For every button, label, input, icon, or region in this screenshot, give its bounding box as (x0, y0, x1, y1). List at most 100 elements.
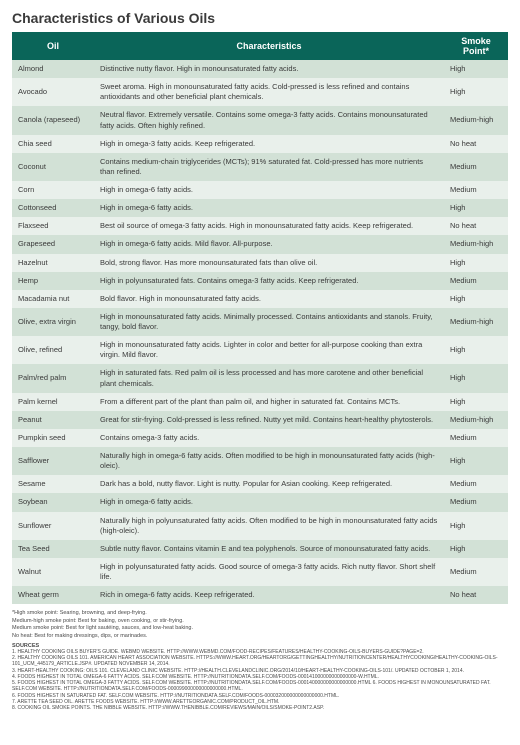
cell-char: Bold flavor. High in monounsaturated fat… (94, 290, 444, 308)
cell-char: Sweet aroma. High in monounsaturated fat… (94, 78, 444, 106)
cell-smoke: High (444, 512, 508, 540)
table-row: AlmondDistinctive nutty flavor. High in … (12, 60, 508, 78)
col-char: Characteristics (94, 32, 444, 60)
cell-char: Dark has a bold, nutty flavor. Light is … (94, 475, 444, 493)
note-line: *High smoke point: Searing, browning, an… (12, 610, 508, 617)
cell-oil: Flaxseed (12, 217, 94, 235)
source-line: 2. HEALTHY COOKING OILS 101. AMERICAN HE… (12, 655, 508, 668)
cell-smoke: Medium (444, 493, 508, 511)
cell-smoke: Medium (444, 475, 508, 493)
cell-oil: Walnut (12, 558, 94, 586)
cell-oil: Coconut (12, 153, 94, 181)
cell-smoke: Medium-high (444, 235, 508, 253)
cell-char: From a different part of the plant than … (94, 393, 444, 411)
cell-char: Naturally high in omega-6 fatty acids. O… (94, 447, 444, 475)
cell-oil: Sunflower (12, 512, 94, 540)
cell-smoke: No heat (444, 217, 508, 235)
table-row: Wheat germRich in omega-6 fatty acids. K… (12, 586, 508, 604)
cell-char: Great for stir-frying. Cold-pressed is l… (94, 411, 444, 429)
note-line: Medium-high smoke point: Best for baking… (12, 618, 508, 625)
table-row: Chia seedHigh in omega-3 fatty acids. Ke… (12, 135, 508, 153)
cell-char: Bold, strong flavor. Has more monounsatu… (94, 254, 444, 272)
table-row: SunflowerNaturally high in polyunsaturat… (12, 512, 508, 540)
cell-char: Contains medium-chain triglycerides (MCT… (94, 153, 444, 181)
cell-smoke: High (444, 364, 508, 392)
source-line: 5. FOODS HIGHEST IN TOTAL OMEGA-3 FATTY … (12, 680, 508, 693)
cell-oil: Palm/red palm (12, 364, 94, 392)
cell-smoke: Medium (444, 429, 508, 447)
cell-oil: Corn (12, 181, 94, 199)
table-row: Olive, refinedHigh in monounsaturated fa… (12, 336, 508, 364)
note-line: Medium smoke point: Best for light sauté… (12, 625, 508, 632)
cell-char: High in saturated fats. Red palm oil is … (94, 364, 444, 392)
cell-smoke: Medium-high (444, 411, 508, 429)
table-row: SesameDark has a bold, nutty flavor. Lig… (12, 475, 508, 493)
page-title: Characteristics of Various Oils (12, 10, 508, 26)
cell-smoke: No heat (444, 586, 508, 604)
table-row: Olive, extra virginHigh in monounsaturat… (12, 308, 508, 336)
sources-list: 1. HEALTHY COOKING OILS BUYER'S GUIDE. W… (12, 649, 508, 712)
cell-oil: Hazelnut (12, 254, 94, 272)
cell-oil: Grapeseed (12, 235, 94, 253)
cell-smoke: High (444, 199, 508, 217)
cell-oil: Hemp (12, 272, 94, 290)
cell-char: High in polyunsaturated fatty acids. Goo… (94, 558, 444, 586)
table-row: Tea SeedSubtle nutty flavor. Contains vi… (12, 540, 508, 558)
cell-char: High in monounsaturated fatty acids. Min… (94, 308, 444, 336)
table-row: SoybeanHigh in omega-6 fatty acids.Mediu… (12, 493, 508, 511)
cell-smoke: High (444, 393, 508, 411)
cell-oil: Wheat germ (12, 586, 94, 604)
cell-oil: Cottonseed (12, 199, 94, 217)
cell-oil: Sesame (12, 475, 94, 493)
cell-smoke: Medium-high (444, 308, 508, 336)
table-row: CoconutContains medium-chain triglycerid… (12, 153, 508, 181)
cell-smoke: No heat (444, 135, 508, 153)
cell-smoke: Medium (444, 558, 508, 586)
table-row: SafflowerNaturally high in omega-6 fatty… (12, 447, 508, 475)
cell-char: Neutral flavor. Extremely versatile. Con… (94, 106, 444, 134)
cell-oil: Olive, refined (12, 336, 94, 364)
cell-oil: Olive, extra virgin (12, 308, 94, 336)
cell-oil: Safflower (12, 447, 94, 475)
source-line: 8. COOKING OIL SMOKE POINTS. THE NIBBLE … (12, 705, 508, 711)
table-row: HazelnutBold, strong flavor. Has more mo… (12, 254, 508, 272)
cell-smoke: Medium (444, 153, 508, 181)
smoke-point-notes: *High smoke point: Searing, browning, an… (12, 610, 508, 640)
cell-smoke: High (444, 540, 508, 558)
cell-oil: Palm kernel (12, 393, 94, 411)
cell-char: High in monounsaturated fatty acids. Lig… (94, 336, 444, 364)
cell-char: Subtle nutty flavor. Contains vitamin E … (94, 540, 444, 558)
note-line: No heat: Best for making dressings, dips… (12, 633, 508, 640)
cell-smoke: High (444, 254, 508, 272)
cell-char: Contains omega-3 fatty acids. (94, 429, 444, 447)
cell-char: High in omega-6 fatty acids. Mild flavor… (94, 235, 444, 253)
cell-oil: Tea Seed (12, 540, 94, 558)
table-row: FlaxseedBest oil source of omega-3 fatty… (12, 217, 508, 235)
header-row: Oil Characteristics Smoke Point* (12, 32, 508, 60)
table-row: CottonseedHigh in omega-6 fatty acids.Hi… (12, 199, 508, 217)
col-oil: Oil (12, 32, 94, 60)
cell-smoke: High (444, 447, 508, 475)
table-row: PeanutGreat for stir-frying. Cold-presse… (12, 411, 508, 429)
cell-char: High in polyunsaturated fats. Contains o… (94, 272, 444, 290)
cell-smoke: High (444, 78, 508, 106)
cell-oil: Almond (12, 60, 94, 78)
cell-oil: Canola (rapeseed) (12, 106, 94, 134)
cell-char: Best oil source of omega-3 fatty acids. … (94, 217, 444, 235)
cell-oil: Pumpkin seed (12, 429, 94, 447)
cell-char: High in omega-3 fatty acids. Keep refrig… (94, 135, 444, 153)
table-row: AvocadoSweet aroma. High in monounsatura… (12, 78, 508, 106)
cell-oil: Chia seed (12, 135, 94, 153)
table-row: Pumpkin seedContains omega-3 fatty acids… (12, 429, 508, 447)
cell-smoke: High (444, 290, 508, 308)
cell-char: High in omega-6 fatty acids. (94, 181, 444, 199)
cell-smoke: High (444, 336, 508, 364)
col-smoke: Smoke Point* (444, 32, 508, 60)
table-row: HempHigh in polyunsaturated fats. Contai… (12, 272, 508, 290)
cell-smoke: Medium (444, 272, 508, 290)
table-row: CornHigh in omega-6 fatty acids.Medium (12, 181, 508, 199)
oils-table: Oil Characteristics Smoke Point* AlmondD… (12, 32, 508, 604)
cell-oil: Avocado (12, 78, 94, 106)
cell-char: Distinctive nutty flavor. High in monoun… (94, 60, 444, 78)
cell-oil: Macadamia nut (12, 290, 94, 308)
